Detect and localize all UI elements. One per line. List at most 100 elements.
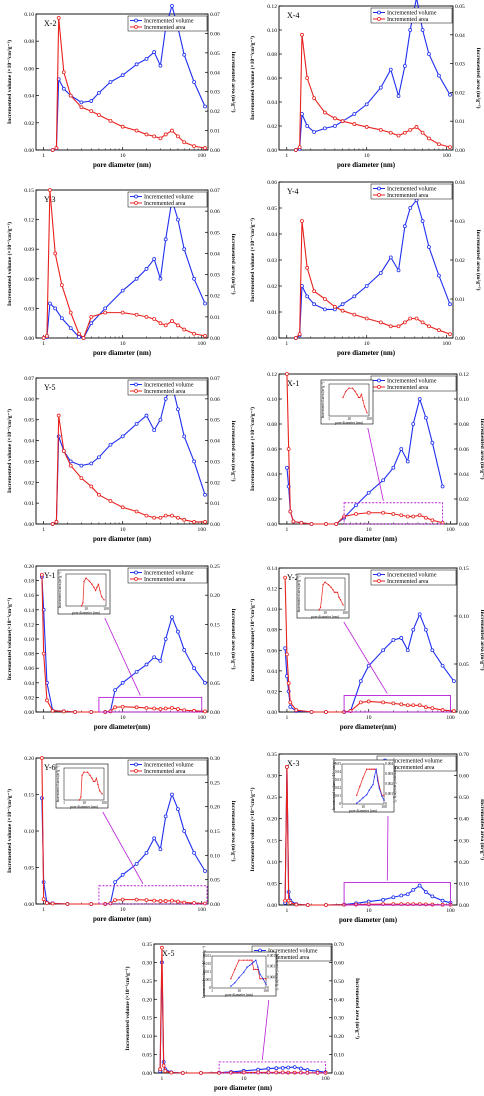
y2-tick-label: 0.15 — [210, 829, 220, 835]
area-point — [120, 310, 125, 315]
volume-point — [417, 397, 422, 401]
area-point — [89, 902, 94, 906]
y-tick-label: 0.12 — [24, 218, 34, 224]
volume-point — [134, 62, 139, 67]
inset-volume-point — [373, 776, 376, 778]
area-point — [427, 324, 431, 329]
volume-point — [176, 629, 180, 634]
y2-axis-title: Incremented area (m²g⁻¹) — [230, 233, 237, 294]
volume-point — [108, 442, 113, 447]
y2-tick-label: 0.05 — [210, 51, 220, 57]
inset-volume-point — [238, 976, 240, 979]
inset-frame — [203, 951, 277, 997]
area-point — [89, 314, 94, 319]
plot-frame — [278, 181, 454, 339]
inset-x-tick-label: 1 — [211, 989, 213, 993]
y2-tick-label: 0.00 — [455, 148, 465, 154]
area-point — [170, 319, 174, 323]
legend-volume-label: Incremented volume — [387, 379, 437, 385]
area-point — [54, 146, 59, 150]
panel-x-5: 0.00 0.05 0.10 0.15 0.20 0.25 0.30 0.35 0.00 0.10… — [124, 942, 361, 1092]
inset-area-point — [97, 583, 100, 586]
y2-tick-label: 0.07 — [210, 376, 220, 382]
area-point — [89, 710, 94, 714]
volume-point — [203, 680, 207, 685]
area-point — [340, 308, 345, 313]
y-tick-label: 0.03 — [24, 459, 34, 465]
area-point — [97, 492, 101, 497]
inset-area-point — [91, 777, 93, 780]
volume-point — [120, 434, 125, 439]
volume-point — [402, 224, 407, 229]
volume-point — [163, 237, 168, 242]
inset-area-point — [335, 591, 337, 593]
area-point — [68, 463, 73, 468]
volume-point — [176, 217, 180, 222]
y2-axis-title: Incremented area (m²g⁻¹) — [354, 978, 361, 1039]
y-tick-label: 0.02 — [267, 689, 277, 695]
area-point — [163, 132, 168, 137]
volume-point — [285, 465, 289, 470]
y-tick-label: 0.12 — [267, 372, 277, 378]
y-tick-label: 0.02 — [267, 497, 277, 503]
legend-box — [370, 183, 453, 200]
inset-axes — [328, 383, 370, 417]
inset-y-tick-label: 0.02 — [205, 954, 211, 958]
area-point — [176, 899, 180, 904]
y2-tick-label: 0.04 — [210, 439, 220, 445]
inset-area-point — [80, 796, 82, 798]
panel-y-6: 0.00 0.05 0.10 0.15 0.20 0.00 0.05 0.10 0.15 0.20… — [6, 756, 237, 923]
y-tick-label: 0.08 — [267, 422, 277, 428]
y2-tick-label: 0.00 — [455, 336, 465, 342]
x-axis-title: pore diameter (nm) — [214, 1084, 273, 1092]
x-tick-label: 10 — [366, 527, 372, 533]
area-point — [152, 706, 157, 711]
area-point — [297, 332, 302, 337]
y-tick-label: 0.00 — [267, 903, 277, 909]
y-tick-label: 0.10 — [24, 12, 34, 18]
area-point — [312, 96, 317, 101]
y-axis-title: Incremented volume(×10⁻³cm³g⁻¹) — [6, 598, 13, 681]
y-tick-label: 0.30 — [142, 960, 152, 966]
y2-axis-title: Incremented area (m²g⁻¹) — [230, 800, 237, 861]
y2-tick-label: 0.05 — [459, 662, 469, 668]
x-tick-label: 100 — [198, 715, 207, 721]
inset-x-title: pore diameter (nm) — [311, 615, 340, 619]
area-point — [411, 703, 416, 708]
volume-point — [182, 829, 187, 833]
volume-point — [452, 679, 456, 684]
y-tick-label: 0.05 — [267, 881, 277, 887]
area-point — [176, 515, 180, 520]
inset-x-tick-label: 10 — [347, 417, 351, 421]
inset-y-tick-label: 0.03 — [335, 778, 341, 782]
area-point — [158, 707, 163, 711]
volume-point — [399, 447, 404, 451]
inset-y2-tick-label: 0 — [385, 802, 387, 806]
volume-point — [305, 124, 310, 128]
y2-tick-label: 0.12 — [459, 372, 469, 378]
inset-area-point — [234, 968, 236, 971]
area-point — [39, 756, 44, 760]
inset-x-tick-label: 10 — [82, 801, 86, 805]
volume-point — [144, 413, 149, 418]
inset-area-point — [351, 387, 354, 389]
volume-point — [358, 679, 363, 684]
area-point — [170, 513, 174, 518]
inset-area-point — [362, 777, 364, 779]
y2-tick-label: 0.03 — [210, 273, 220, 279]
inset-x-tick-label: 1 — [328, 417, 330, 421]
area-point — [41, 897, 46, 902]
y2-tick-label: 0.00 — [334, 1071, 344, 1077]
y-tick-label: 0.06 — [24, 666, 34, 672]
sample-id: X-1 — [287, 379, 299, 388]
legend-area-label: Incremented area — [387, 193, 429, 199]
area-point — [39, 572, 44, 577]
y-tick-label: 0.06 — [267, 447, 277, 453]
y-tick-label: 0.18 — [24, 579, 34, 585]
area-point — [294, 708, 299, 712]
volume-point — [440, 484, 445, 489]
volume-line — [295, 199, 451, 339]
y2-tick-label: 0.04 — [459, 472, 469, 478]
y2-tick-label: 0.20 — [334, 1034, 344, 1040]
x-tick-label: 10 — [120, 527, 126, 533]
